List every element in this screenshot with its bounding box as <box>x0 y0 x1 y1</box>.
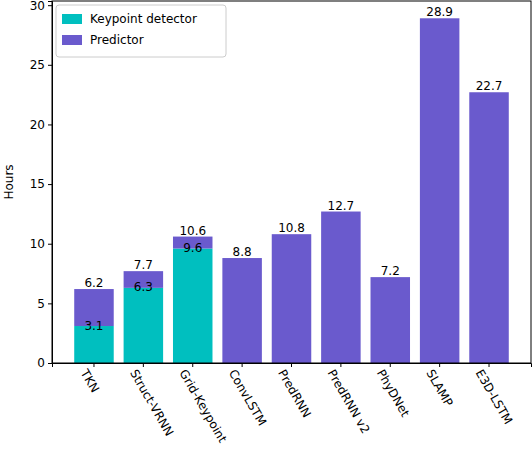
tick-label: Grid-Keypoint <box>176 367 229 445</box>
axis-line <box>48 2 53 364</box>
y-axis: 0 5 10 15 20 25 30 <box>30 0 53 370</box>
total-label: 22.7 <box>476 79 503 93</box>
bar <box>173 248 213 363</box>
tick: Grid-Keypoint <box>176 363 229 445</box>
frame <box>52 1 531 363</box>
tick-mark <box>48 5 52 6</box>
bar <box>420 18 460 363</box>
tick-label: Struct-VRNN <box>127 367 176 438</box>
tick: 0 <box>37 356 52 370</box>
tick-mark <box>143 363 144 367</box>
data-label: 9.6 <box>183 241 202 255</box>
plot: 3.1 6.3 9.6 6.2 7.7 10.6 8.8 10.8 12.7 7.2 28.9 22.… <box>30 0 532 445</box>
tick-label: SLAMP <box>423 367 455 409</box>
tick-label: ConvLSTM <box>226 367 269 428</box>
total-label: 12.7 <box>328 199 355 213</box>
tick-label: E3D-LSTM <box>473 367 516 427</box>
total-label: 10.6 <box>179 224 206 238</box>
bar <box>371 277 411 363</box>
bar <box>222 258 262 363</box>
tick: 5 <box>37 297 52 311</box>
tick: 25 <box>30 58 52 72</box>
legend-box <box>56 5 226 57</box>
bars <box>74 18 509 363</box>
tick-label: 25 <box>30 58 45 72</box>
total-label: 7.2 <box>381 264 400 278</box>
tick-mark <box>390 363 391 367</box>
tick: 20 <box>30 118 52 132</box>
bar <box>272 234 312 363</box>
tick: PhyDNet <box>374 363 412 420</box>
legend-label: Predictor <box>90 33 144 47</box>
axis-line <box>53 364 532 368</box>
total-label: 10.8 <box>278 221 305 235</box>
tick-label: PhyDNet <box>374 367 412 420</box>
tick-label: 0 <box>37 356 45 370</box>
tick-label: 30 <box>30 0 45 13</box>
tick-label: 20 <box>30 118 45 132</box>
tick-label: PredRNN v2 <box>325 367 373 436</box>
tick: SLAMP <box>423 363 455 409</box>
tick-label: 10 <box>30 237 45 251</box>
bar <box>321 212 361 363</box>
tick: PredRNN <box>275 363 314 420</box>
total-label: 8.8 <box>233 245 252 259</box>
tick-mark <box>439 363 440 367</box>
data-label: 6.3 <box>134 280 153 294</box>
tick-mark <box>489 363 490 367</box>
tick: E3D-LSTM <box>473 363 516 427</box>
tick-mark <box>192 363 193 367</box>
axis-title: Hours <box>2 164 16 199</box>
x-axis: TKNStruct-VRNNGrid-KeypointConvLSTMPredR… <box>53 363 532 445</box>
legend: Keypoint detector Predictor <box>56 5 226 57</box>
total-label: 7.7 <box>134 258 153 272</box>
tick: TKN <box>77 363 102 395</box>
tick-mark <box>48 244 52 245</box>
bar <box>124 288 164 363</box>
tick-mark <box>340 363 341 367</box>
legend-swatch <box>62 35 82 45</box>
tick: 30 <box>30 0 52 13</box>
tick-label: TKN <box>77 366 102 395</box>
total-label: 6.2 <box>84 276 103 290</box>
tick-label: 15 <box>30 177 45 191</box>
tick-mark <box>48 124 52 125</box>
data-label: 3.1 <box>84 319 103 333</box>
tick-mark <box>242 363 243 367</box>
legend-label: Keypoint detector <box>90 12 197 26</box>
tick-label: PredRNN <box>275 367 314 420</box>
tick: 15 <box>30 177 52 191</box>
tick: Struct-VRNN <box>127 363 176 438</box>
tick-mark <box>291 363 292 367</box>
chart: 3.1 6.3 9.6 6.2 7.7 10.6 8.8 10.8 12.7 7.2 28.9 22.… <box>0 0 532 458</box>
legend-swatch <box>62 14 82 24</box>
tick: ConvLSTM <box>226 363 269 428</box>
tick-mark <box>48 303 52 304</box>
bar <box>469 92 509 363</box>
total-label: 28.9 <box>426 5 453 19</box>
tick-mark <box>48 363 52 364</box>
tick: 10 <box>30 237 52 251</box>
tick-mark <box>48 184 52 185</box>
tick-mark <box>93 363 94 367</box>
tick: PredRNN v2 <box>325 363 373 436</box>
tick-mark <box>48 65 52 66</box>
tick-label: 5 <box>37 297 45 311</box>
